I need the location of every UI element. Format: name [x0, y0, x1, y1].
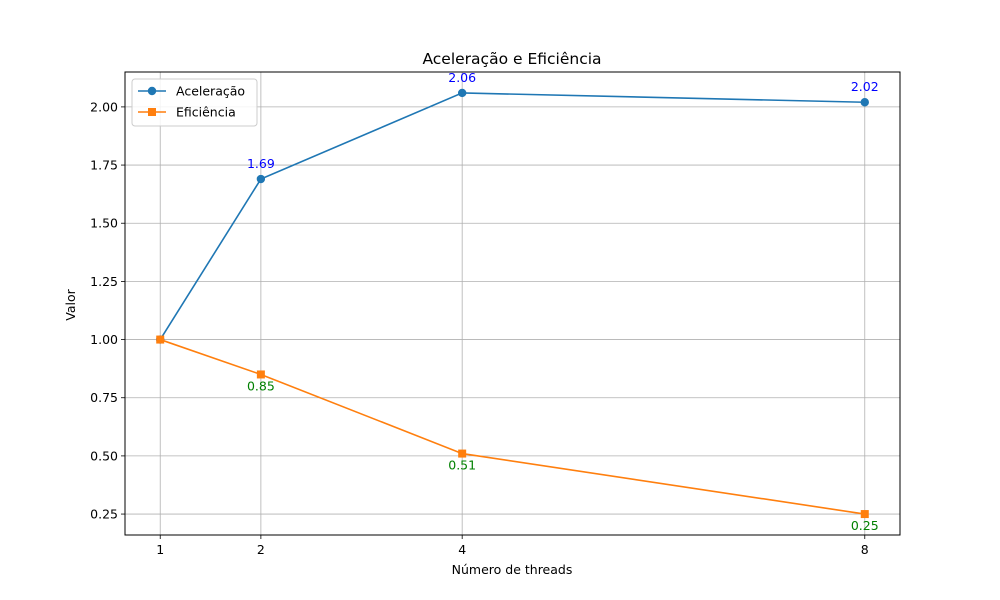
- plot-frame: [124, 71, 901, 536]
- y-tick-label: 0.25: [90, 507, 118, 522]
- data-label: 0.85: [247, 378, 275, 393]
- grid: [125, 72, 900, 535]
- legend-item: Eficiência: [138, 105, 236, 120]
- legend-marker: [147, 86, 157, 96]
- legend-item: Aceleração: [138, 84, 245, 99]
- y-tick-label: 1.25: [90, 274, 118, 289]
- legend: Aceleração Eficiência: [131, 78, 258, 127]
- x-tick-label: 2: [257, 542, 265, 557]
- data-point: [860, 98, 869, 107]
- data-point: [256, 370, 265, 379]
- y-tick-label: 0.75: [90, 390, 118, 405]
- y-tick-label: 2.00: [90, 99, 118, 114]
- x-tick-label: 8: [861, 542, 869, 557]
- series-line: [159, 338, 865, 515]
- x-axis-label: Número de threads: [452, 562, 573, 577]
- data-label: 0.51: [448, 458, 476, 473]
- axis-ticks: 1 2 4 8 0.25 0.50 0.75 1.00 1.25 1.50 1.75 2.00: [90, 99, 869, 557]
- data-point: [860, 510, 869, 519]
- series-line: [159, 92, 865, 340]
- data-label: 0.25: [851, 518, 879, 533]
- legend-label: Aceleração: [176, 84, 245, 99]
- series-eficiencia: 0.85 0.51 0.25: [156, 335, 879, 533]
- x-tick-label: 4: [458, 542, 466, 557]
- x-tick-label: 1: [156, 542, 164, 557]
- data-label: 2.02: [851, 79, 879, 94]
- data-point: [458, 449, 467, 458]
- data-point: [256, 174, 266, 184]
- y-tick-label: 1.50: [90, 216, 118, 231]
- legend-marker: [148, 108, 156, 116]
- y-axis-label: Valor: [63, 288, 78, 320]
- y-tick-label: 0.50: [90, 448, 118, 463]
- data-label: 1.69: [247, 156, 275, 171]
- y-tick-label: 1.75: [90, 158, 118, 173]
- data-point: [457, 88, 467, 98]
- y-tick-label: 1.00: [90, 332, 118, 347]
- data-label: 2.06: [448, 70, 476, 85]
- legend-label: Eficiência: [176, 105, 236, 120]
- series-layer: 1.69 2.06 2.02 0.85 0.51 0.25: [156, 70, 879, 533]
- data-point: [156, 335, 165, 344]
- chart-title: Aceleração e Eficiência: [422, 50, 601, 68]
